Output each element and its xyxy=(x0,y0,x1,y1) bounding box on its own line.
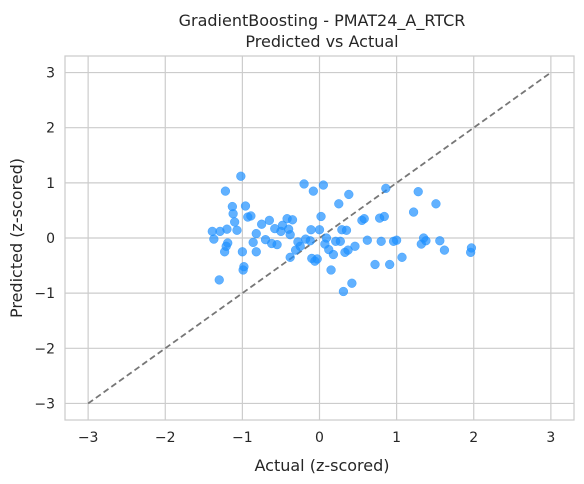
scatter-point xyxy=(391,235,402,245)
x-tick-label: 1 xyxy=(392,430,401,446)
scatter-point xyxy=(285,230,295,240)
y-tick-label: 1 xyxy=(46,176,55,192)
chart-title: GradientBoosting - PMAT24_A_RTCR xyxy=(179,11,466,31)
scatter-point xyxy=(248,237,258,248)
scatter-point xyxy=(251,228,261,239)
x-tick-label: −3 xyxy=(78,430,99,446)
scatter-point xyxy=(316,211,326,222)
scatter-point xyxy=(326,265,336,275)
scatter-point xyxy=(435,236,445,246)
scatter-point xyxy=(308,186,318,196)
scatter-point xyxy=(381,183,391,194)
scatter-point xyxy=(314,225,325,235)
scatter-point xyxy=(295,241,305,251)
x-axis-label: Actual (z-scored) xyxy=(254,456,389,475)
scatter-point xyxy=(318,180,329,190)
scatter-point xyxy=(236,171,246,181)
x-tick-label: 3 xyxy=(546,430,555,446)
scatter-point xyxy=(328,249,339,260)
scatter-point xyxy=(408,207,419,217)
scatter-point xyxy=(299,179,309,189)
y-tick-label: 2 xyxy=(46,121,55,137)
data-points xyxy=(207,171,477,297)
x-tick-label: 2 xyxy=(469,430,478,446)
x-tick-label: 0 xyxy=(315,430,324,446)
scatter-point xyxy=(222,224,232,234)
scatter-point xyxy=(232,225,242,235)
scatter-point xyxy=(338,286,349,297)
scatter-point xyxy=(466,243,477,253)
scatter-point xyxy=(431,199,441,209)
scatter-point xyxy=(230,217,240,227)
scatter-point xyxy=(223,238,233,248)
grid xyxy=(65,56,574,420)
y-tick-labels: −3 −2 −1 0 1 2 3 xyxy=(34,66,55,413)
scatter-point xyxy=(379,211,389,222)
scatter-point xyxy=(335,236,345,246)
plot-frame xyxy=(64,55,575,421)
scatter-point xyxy=(306,225,316,235)
scatter-point xyxy=(397,252,407,262)
scatter-point xyxy=(246,211,256,221)
scatter-point xyxy=(285,252,295,262)
scatter-point xyxy=(228,209,238,219)
scatter-point xyxy=(240,201,251,211)
y-tick-label: −3 xyxy=(34,396,55,412)
y-tick-label: 3 xyxy=(46,66,55,82)
scatter-point xyxy=(214,275,224,285)
y-tick-label: −1 xyxy=(34,286,55,302)
scatter-point xyxy=(219,247,230,257)
x-tick-label: −2 xyxy=(155,430,176,446)
x-tick-label: −1 xyxy=(232,430,253,446)
scatter-point xyxy=(341,225,352,235)
scatter-point xyxy=(347,278,357,288)
scatter-point xyxy=(413,187,423,197)
scatter-point xyxy=(257,219,267,229)
scatter-point xyxy=(312,254,322,264)
y-tick-label: −2 xyxy=(34,341,55,357)
scatter-point xyxy=(359,214,369,224)
scatter-point xyxy=(251,247,261,257)
y-tick-label: 0 xyxy=(46,231,55,247)
scatter-point xyxy=(350,241,360,251)
scatter-point xyxy=(421,236,431,246)
scatter-point xyxy=(220,186,231,196)
chart-subtitle: Predicted vs Actual xyxy=(245,32,398,51)
scatter-point xyxy=(287,215,298,225)
scatter-point xyxy=(370,259,380,270)
scatter-point xyxy=(439,245,450,255)
scatter-point xyxy=(264,215,275,226)
scatter-point xyxy=(334,199,344,209)
scatter-point xyxy=(321,233,332,243)
scatter-point xyxy=(209,234,219,244)
scatter-point xyxy=(238,265,248,275)
scatter-point xyxy=(237,247,248,257)
scatter-point xyxy=(385,259,395,270)
scatter-point xyxy=(305,236,315,246)
scatter-point xyxy=(272,239,282,250)
scatter-point xyxy=(344,189,354,200)
scatter-point xyxy=(376,236,386,246)
x-tick-labels: −3 −2 −1 0 1 2 3 xyxy=(78,430,556,446)
y-axis-label: Predicted (z-scored) xyxy=(7,158,26,318)
scatter-point xyxy=(362,235,372,245)
